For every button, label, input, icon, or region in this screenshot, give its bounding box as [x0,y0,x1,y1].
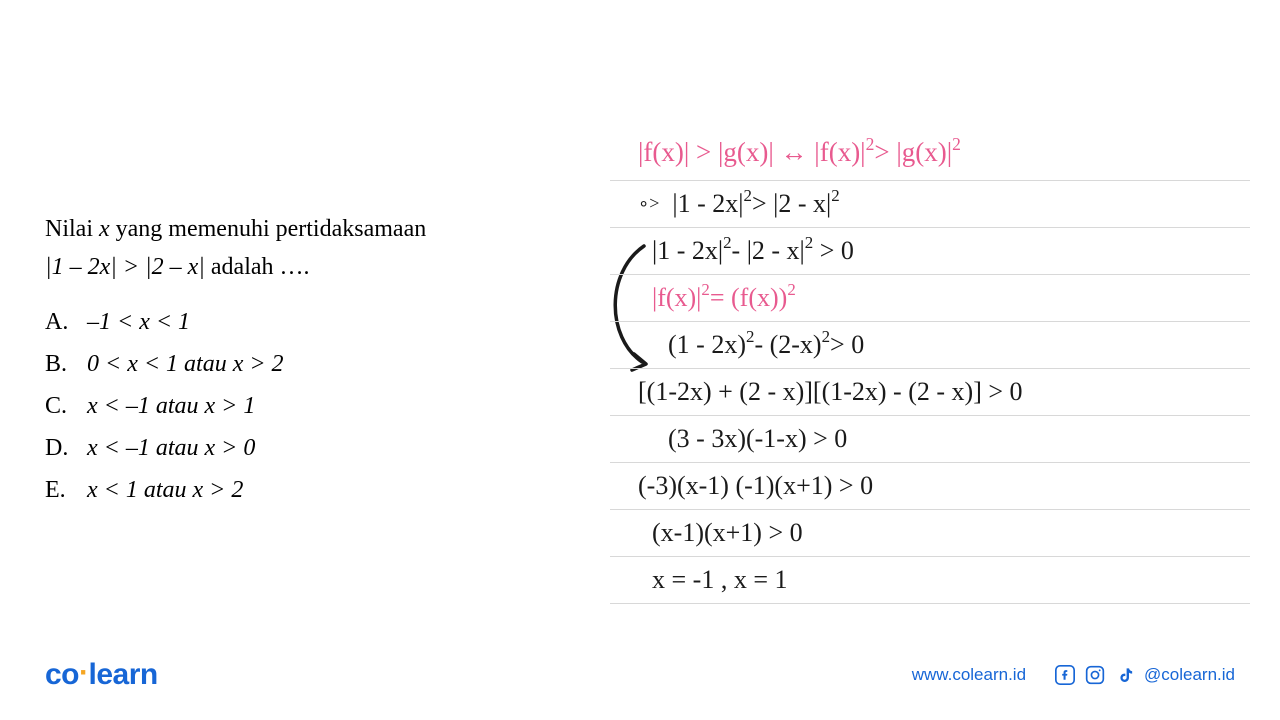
facebook-icon [1054,664,1076,686]
option-label: E. [45,469,81,511]
footer: co·learn www.colearn.id @colearn.id [0,658,1280,692]
tiktok-icon [1114,664,1136,686]
work-line: (x-1)(x+1) > 0 [610,510,1250,557]
work-line: |f(x)|2 = (f(x))2 [610,275,1250,322]
work-line: |1 - 2x|2 - |2 - x|2 > 0 [610,228,1250,275]
option-b: B. 0 < x < 1 atau x > 2 [45,343,575,385]
footer-url: www.colearn.id [912,665,1026,685]
option-text: 0 < x < 1 atau x > 2 [87,351,284,377]
option-text: x < –1 atau x > 0 [87,435,255,461]
instagram-icon [1084,664,1106,686]
work-line: (-3)(x-1) (-1)(x+1) > 0 [610,463,1250,510]
option-label: D. [45,427,81,469]
question-stem: Nilai x yang memenuhi pertidaksamaan |1 … [45,210,575,287]
stem-text-3: adalah …. [205,254,310,280]
option-text: –1 < x < 1 [87,309,190,335]
social-group: @colearn.id [1054,664,1235,686]
logo-dot: · [79,656,89,689]
work-line: (3 - 3x)(-1-x) > 0 [610,416,1250,463]
stem-var: x [99,216,110,242]
option-a: A. –1 < x < 1 [45,301,575,343]
option-e: E. x < 1 atau x > 2 [45,469,575,511]
options-list: A. –1 < x < 1 B. 0 < x < 1 atau x > 2 C.… [45,301,575,511]
stem-math: |1 – 2x| > |2 – x| [45,254,205,280]
option-c: C. x < –1 atau x > 1 [45,385,575,427]
footer-right: www.colearn.id @colearn.id [912,664,1235,686]
work-line: [(1-2x) + (2 - x)][(1-2x) - (2 - x)] > 0 [610,369,1250,416]
option-label: A. [45,301,81,343]
stem-text-1: Nilai [45,216,99,242]
handwritten-work: |f(x)| > |g(x)| ↔ |f(x)|2 > |g(x)|2 ∘> |… [610,125,1250,604]
option-text: x < 1 atau x > 2 [87,477,243,503]
work-line: |f(x)| > |g(x)| ↔ |f(x)|2 > |g(x)|2 [610,125,1250,181]
option-d: D. x < –1 atau x > 0 [45,427,575,469]
work-line: (1 - 2x)2 - (2-x)2 > 0 [610,322,1250,369]
footer-handle: @colearn.id [1144,665,1235,685]
brand-logo: co·learn [45,658,158,692]
work-line: x = -1 , x = 1 [610,557,1250,604]
question-block: Nilai x yang memenuhi pertidaksamaan |1 … [45,210,575,511]
stem-text-2: yang memenuhi pertidaksamaan [110,216,427,242]
option-text: x < –1 atau x > 1 [87,393,255,419]
logo-co: co [45,658,79,691]
option-label: B. [45,343,81,385]
work-line: ∘> |1 - 2x|2 > |2 - x|2 [610,181,1250,228]
option-label: C. [45,385,81,427]
logo-learn: learn [89,658,158,691]
